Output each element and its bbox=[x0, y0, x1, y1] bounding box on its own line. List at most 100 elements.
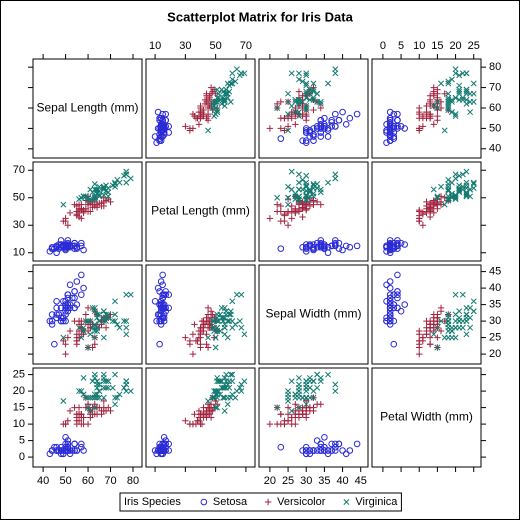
point bbox=[299, 78, 306, 85]
point bbox=[91, 404, 98, 411]
point bbox=[80, 193, 87, 200]
point bbox=[335, 117, 343, 124]
point bbox=[416, 341, 423, 348]
point bbox=[203, 92, 210, 99]
point bbox=[303, 378, 310, 385]
point bbox=[423, 331, 430, 338]
point bbox=[434, 198, 441, 206]
point bbox=[434, 334, 441, 341]
point bbox=[310, 88, 317, 95]
point bbox=[296, 98, 302, 105]
point bbox=[66, 301, 74, 308]
point bbox=[160, 123, 168, 130]
point bbox=[303, 401, 310, 408]
y-tick-label: 10 bbox=[13, 418, 25, 430]
point bbox=[303, 80, 310, 87]
point bbox=[463, 318, 470, 325]
point bbox=[123, 179, 130, 186]
point bbox=[430, 88, 437, 95]
point bbox=[229, 391, 236, 398]
point bbox=[284, 123, 292, 130]
point bbox=[214, 107, 221, 113]
point bbox=[310, 197, 317, 204]
point bbox=[82, 394, 89, 401]
point bbox=[62, 434, 69, 441]
point bbox=[112, 401, 118, 408]
point bbox=[313, 447, 321, 454]
point bbox=[386, 311, 394, 318]
point bbox=[303, 193, 310, 200]
point bbox=[302, 137, 310, 144]
point bbox=[227, 371, 234, 378]
point bbox=[162, 288, 169, 295]
point bbox=[64, 334, 72, 341]
point bbox=[303, 407, 310, 415]
point bbox=[207, 404, 215, 411]
point bbox=[87, 394, 94, 401]
point bbox=[186, 125, 194, 132]
point bbox=[206, 407, 213, 415]
point bbox=[452, 111, 459, 118]
point bbox=[339, 246, 346, 254]
point bbox=[60, 447, 67, 454]
point bbox=[123, 331, 130, 338]
point bbox=[470, 308, 477, 315]
point bbox=[452, 175, 459, 182]
point bbox=[437, 104, 445, 112]
point bbox=[112, 311, 118, 318]
point bbox=[214, 318, 221, 325]
point bbox=[285, 194, 292, 201]
point bbox=[89, 411, 96, 418]
point bbox=[73, 420, 81, 428]
point bbox=[220, 394, 227, 401]
point bbox=[91, 304, 98, 311]
legend-label: Versicolor bbox=[277, 496, 326, 508]
point bbox=[317, 201, 324, 208]
point bbox=[324, 244, 332, 251]
point bbox=[416, 212, 423, 219]
point bbox=[96, 311, 103, 318]
point bbox=[153, 139, 160, 146]
point bbox=[215, 388, 222, 395]
point bbox=[214, 86, 221, 93]
point bbox=[394, 294, 401, 302]
point bbox=[281, 212, 288, 219]
point bbox=[463, 331, 470, 338]
point bbox=[100, 308, 107, 315]
point bbox=[71, 440, 78, 448]
point bbox=[434, 314, 441, 321]
point bbox=[229, 298, 236, 305]
point bbox=[284, 222, 292, 229]
point bbox=[186, 420, 194, 428]
point bbox=[277, 202, 284, 210]
point bbox=[112, 371, 118, 378]
y-tick-label: 50 bbox=[489, 122, 501, 134]
legend-label: Virginica bbox=[355, 496, 398, 508]
point bbox=[223, 371, 230, 378]
point bbox=[299, 137, 306, 144]
point bbox=[69, 242, 76, 250]
point bbox=[165, 447, 173, 454]
point bbox=[100, 186, 107, 193]
point bbox=[221, 407, 228, 414]
diagonal-label: Sepal Width (mm) bbox=[265, 307, 361, 321]
point bbox=[91, 391, 98, 398]
cell-frame bbox=[145, 161, 256, 262]
point bbox=[69, 447, 76, 454]
point bbox=[303, 414, 310, 421]
point bbox=[445, 107, 452, 113]
point bbox=[221, 314, 228, 321]
point bbox=[456, 172, 463, 179]
point bbox=[206, 317, 213, 325]
point bbox=[82, 311, 90, 318]
point bbox=[160, 434, 168, 441]
point bbox=[87, 414, 94, 421]
point bbox=[238, 324, 245, 331]
point bbox=[105, 193, 112, 200]
point bbox=[205, 398, 212, 404]
point bbox=[321, 443, 328, 451]
point bbox=[339, 447, 346, 454]
point bbox=[463, 189, 470, 196]
point bbox=[467, 109, 474, 116]
point bbox=[277, 411, 284, 418]
